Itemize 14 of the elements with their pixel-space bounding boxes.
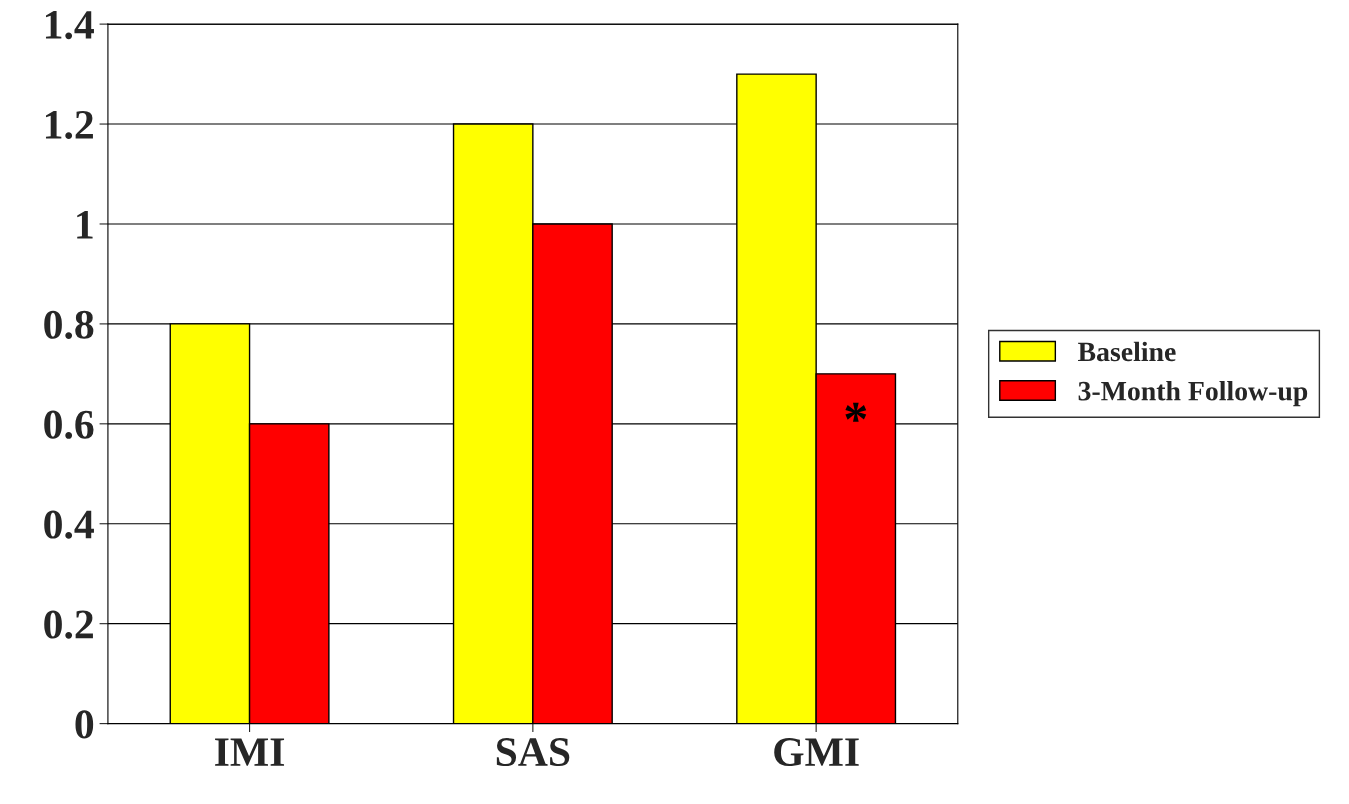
x-tick-label: IMI xyxy=(215,738,285,766)
y-tick-label: 1.2 xyxy=(45,110,93,140)
y-tick-label: 1 xyxy=(77,210,93,239)
legend-label: 3-Month Follow-up xyxy=(1078,380,1308,407)
legend-label: Baseline xyxy=(1078,341,1176,362)
y-tick-label: 1.4 xyxy=(45,11,94,40)
y-tick-label: 0 xyxy=(75,710,94,739)
annotation: * xyxy=(845,402,867,422)
y-tick-label: 0.8 xyxy=(44,310,94,339)
x-tick-label: GMI xyxy=(774,738,859,767)
x-tick-label: SAS xyxy=(496,738,570,767)
y-tick-label: 0.6 xyxy=(44,410,94,439)
y-tick-label: 0.2 xyxy=(44,610,93,639)
y-tick-label: 0.4 xyxy=(44,510,94,539)
